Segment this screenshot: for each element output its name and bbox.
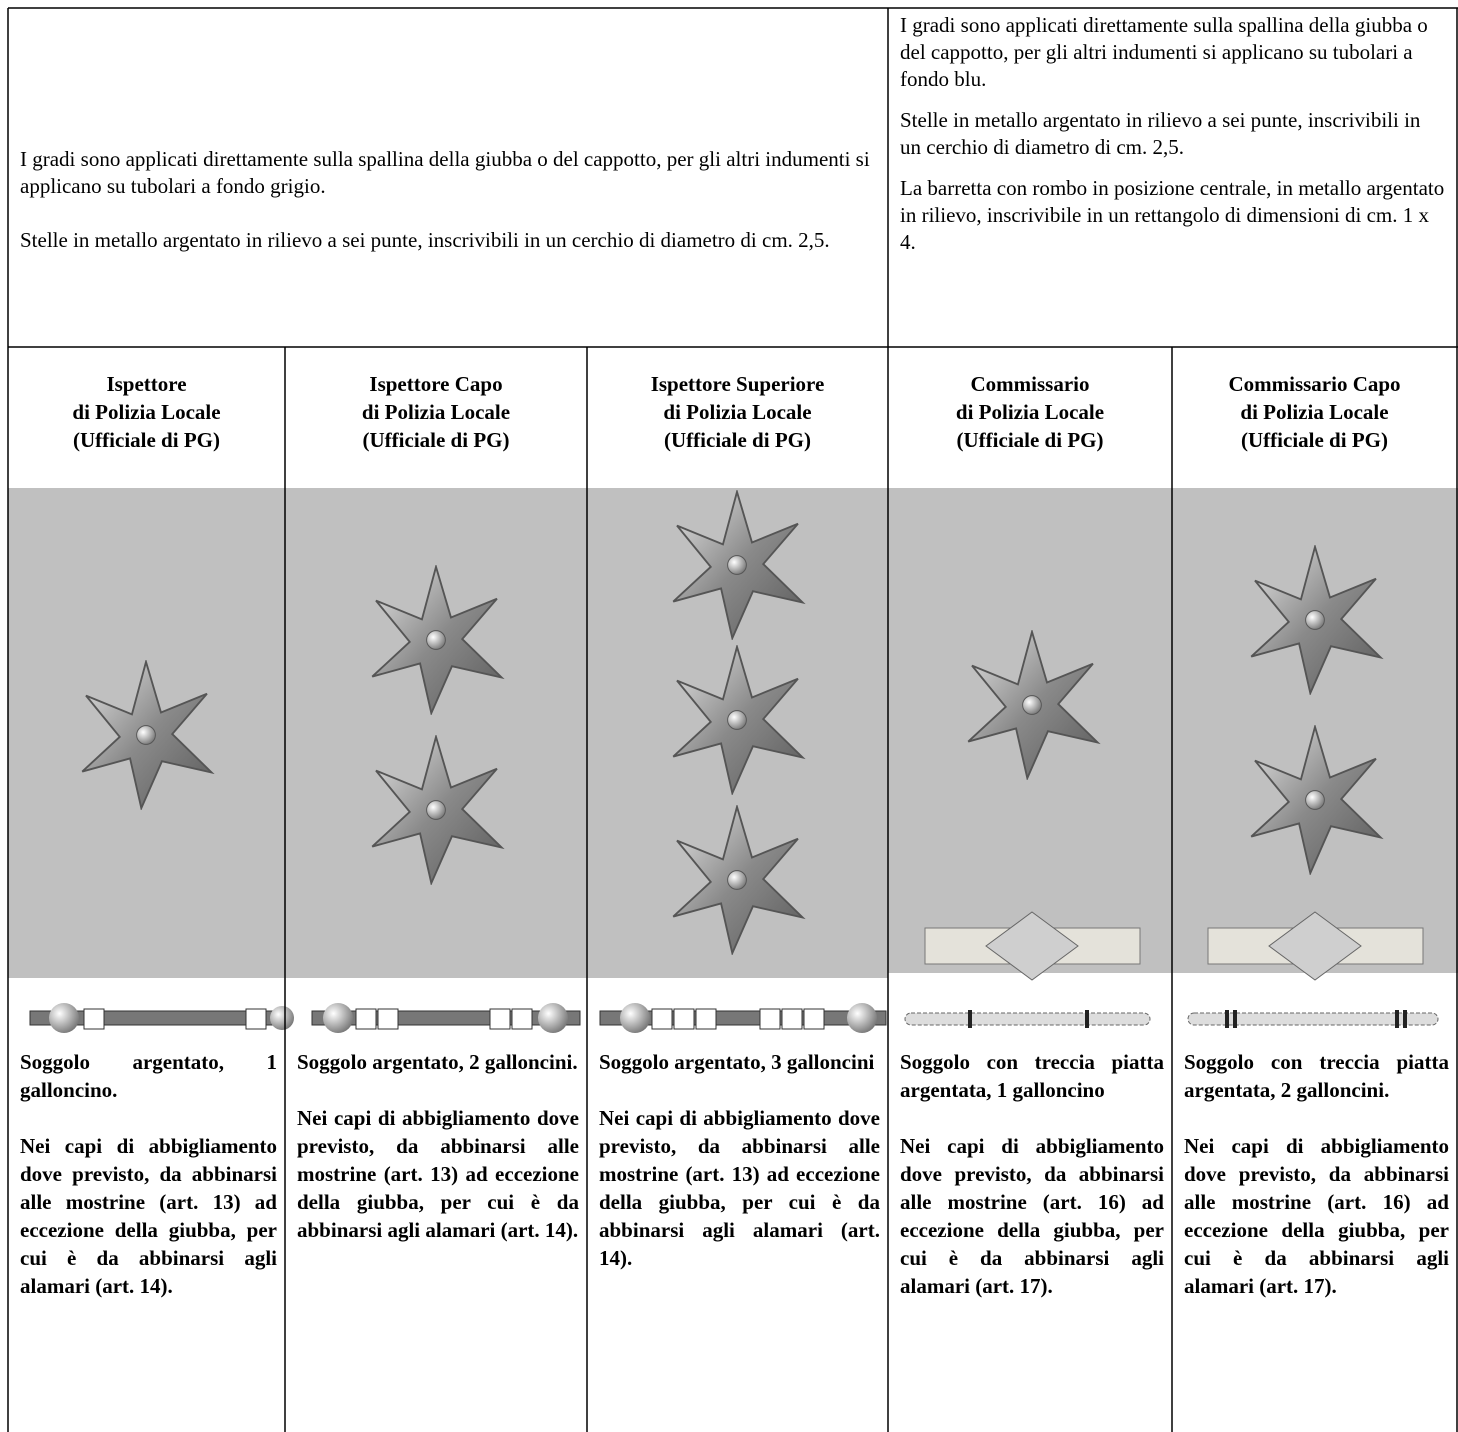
note: Nei capi di abbigliamento dove previsto,… <box>297 1106 579 1242</box>
column-header: Commissario di Polizia Locale (Ufficiale d… <box>888 348 1172 454</box>
column-header: Ispettore di Polizia Locale (Ufficiale di … <box>8 348 285 454</box>
paragraph: Stelle in metallo argentato in rilievo a… <box>900 108 1421 159</box>
note: Nei capi di abbigliamento dove previsto,… <box>900 1134 1164 1298</box>
column-text: Soggolo argentato, 3 galloncini Nei capi … <box>587 1048 888 1272</box>
paragraph: I gradi sono applicati direttamente sull… <box>20 147 870 198</box>
header-line: di Polizia Locale <box>663 400 812 424</box>
paragraph: Stelle in metallo argentato in rilievo a… <box>20 228 830 252</box>
column-header: Commissario Capo di Polizia Locale (Uffici… <box>1172 348 1457 454</box>
soggolo-graphic <box>29 1003 1439 1033</box>
header-line: di Polizia Locale <box>361 400 511 424</box>
header-line: (Ufficiale di PG) <box>664 428 811 452</box>
header-line: di Polizia Locale <box>1240 400 1389 424</box>
barretta <box>924 911 1424 981</box>
note: Nei capi di abbigliamento dove previsto,… <box>20 1134 277 1298</box>
intro-right: I gradi sono applicati direttamente sull… <box>900 12 1445 256</box>
table-borders <box>7 7 1458 1432</box>
column-text: Soggolo argentato, 1 galloncino. Nei capi… <box>8 1048 285 1300</box>
soggolo: Soggolo con treccia piatta argentata, 2 … <box>1184 1050 1449 1102</box>
column-text: Soggolo con treccia piatta argentata, 2 … <box>1172 1048 1457 1300</box>
soggolo: Soggolo argentato, 1 galloncino. <box>20 1050 277 1102</box>
background <box>888 488 1458 973</box>
header-line: Ispettore Capo <box>369 372 503 396</box>
paragraph: I gradi sono applicati direttamente sull… <box>900 13 1428 91</box>
soggolo: Soggolo argentato, 3 galloncini <box>599 1050 875 1074</box>
note: Nei capi di abbigliamento dove previsto,… <box>1184 1134 1449 1298</box>
header-line: Commissario Capo <box>1228 372 1401 396</box>
column-header: Ispettore Superiore di Polizia Locale (Uff… <box>587 348 888 454</box>
header-line: (Ufficiale di PG) <box>73 428 220 452</box>
header-line: (Ufficiale di PG) <box>956 428 1104 452</box>
column-text: Soggolo argentato, 2 galloncini. Nei capi… <box>285 1048 587 1244</box>
soggolo: Soggolo con treccia piatta argentata, 1 … <box>900 1050 1164 1102</box>
header-line: Ispettore Superiore <box>650 372 825 396</box>
header-line: Ispettore <box>106 372 187 396</box>
column-text: Soggolo con treccia piatta argentata, 1 … <box>888 1048 1172 1300</box>
intro-left: I gradi sono applicati direttamente sull… <box>20 146 880 254</box>
header-line: Commissario <box>970 372 1090 396</box>
header-line: (Ufficiale di PG) <box>1241 428 1388 452</box>
header-line: (Ufficiale di PG) <box>362 428 510 452</box>
paragraph: La barretta con rombo in posizione centr… <box>900 176 1445 254</box>
header-line: di Polizia Locale <box>955 400 1105 424</box>
column-header: Ispettore Capo di Polizia Locale (Ufficial… <box>285 348 587 454</box>
soggolo: Soggolo argentato, 2 galloncini. <box>297 1050 578 1074</box>
note: Nei capi di abbigliamento dove previsto,… <box>599 1106 880 1270</box>
header-line: di Polizia Locale <box>72 400 221 424</box>
